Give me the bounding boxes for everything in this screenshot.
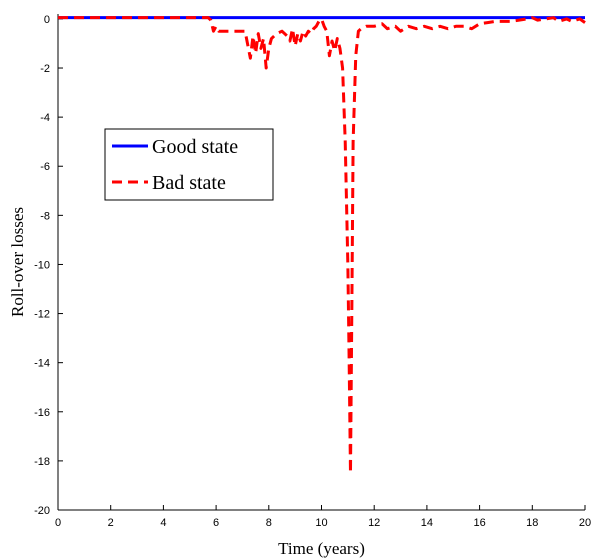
y-tick-label: -2 [40,63,50,75]
x-axis-title: Time (years) [278,539,365,558]
x-tick-label: 18 [526,517,538,529]
y-tick-label: -18 [34,456,50,468]
y-tick-label: -4 [40,112,50,124]
plot-area [57,14,585,511]
series-layer [58,16,586,475]
x-axis-ticks: 0 2 4 6 8 10 12 14 16 18 20 [55,505,591,529]
x-tick-label: 16 [473,517,485,529]
legend: Good state Bad state [104,128,274,201]
x-tick-label: 12 [368,517,380,529]
x-tick-label: 20 [579,517,591,529]
y-tick-label: -12 [34,309,50,321]
legend-label-bad-state: Bad state [152,172,226,194]
x-tick-label: 8 [266,517,272,529]
x-tick-label: 0 [55,517,61,529]
x-tick-label: 6 [213,517,219,529]
series-line-bad-state [58,16,586,475]
x-tick-label: 2 [108,517,114,529]
legend-label-good-state: Good state [152,136,238,158]
x-tick-label: 14 [421,517,433,529]
legend-box [104,128,274,201]
y-tick-label: -10 [34,259,50,271]
y-tick-label: -16 [34,407,50,419]
y-tick-label: -8 [40,210,50,222]
y-tick-label: -20 [34,505,50,517]
x-tick-label: 10 [315,517,327,529]
y-tick-label: 0 [44,14,50,26]
y-axis-title: Roll-over losses [8,207,27,317]
x-tick-label: 4 [160,517,166,529]
y-tick-label: -6 [40,161,50,173]
y-axis-ticks: 0 -2 -4 -6 -8 -10 -12 -14 -16 -18 -20 [34,14,63,517]
y-tick-label: -14 [34,358,50,370]
